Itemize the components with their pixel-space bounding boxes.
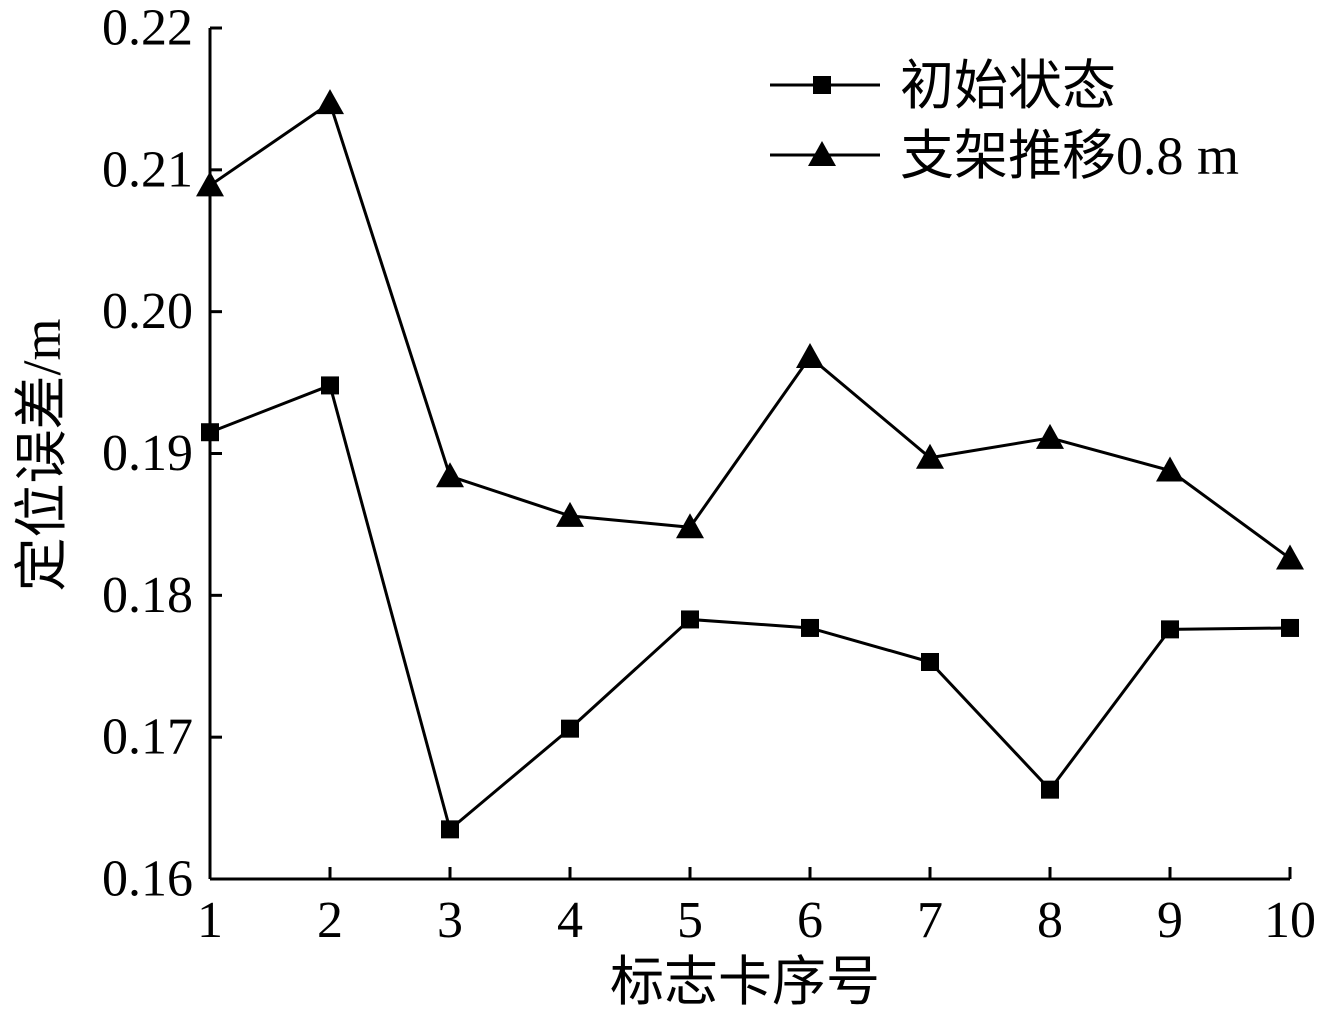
series-1-point-4 [561,719,579,738]
x-tick-label: 3 [437,892,463,949]
series-2-point-4 [556,501,584,527]
y-tick-label: 0.18 [102,567,193,624]
x-tick-label: 4 [557,892,583,949]
x-tick-label: 7 [917,892,943,949]
y-tick-label: 0.16 [102,851,193,908]
series-1 [201,376,1299,839]
y-tick-label: 0.19 [102,425,193,482]
y-tick-label: 0.21 [102,141,193,198]
series-1-point-10 [1281,618,1299,637]
x-tick-label: 1 [197,892,223,949]
series-1-point-5 [681,610,699,629]
series-2-point-1 [196,171,224,197]
series-1-point-8 [1041,780,1059,799]
legend-entry-advance: 支架推移0.8 m [770,126,1239,186]
y-tick-label: 0.20 [102,283,193,340]
legend-triangle-marker [808,141,836,166]
x-tick-label: 5 [677,892,703,949]
legend-label-initial: 初始状态 [900,56,1116,116]
series-2-point-8 [1036,423,1064,449]
series-2-point-6 [796,343,824,369]
legend: 初始状态 支架推移0.8 m [770,56,1239,186]
series-2-point-9 [1156,456,1184,482]
series-2-point-2 [316,89,344,115]
series-1-point-9 [1161,620,1179,639]
y-tick-label: 0.22 [102,0,193,57]
legend-entry-initial: 初始状态 [770,56,1116,116]
series-1-line [209,383,1291,833]
series-2-point-7 [916,443,944,469]
y-tick-label: 0.17 [102,709,193,766]
series-2-point-5 [676,513,704,539]
x-axis-title: 标志卡序号 [610,952,880,1012]
series-1-point-2 [321,376,339,395]
x-tick-label: 6 [797,892,823,949]
series-2-point-10 [1276,544,1304,570]
x-ticks: 1 2 3 4 5 6 7 8 9 10 [197,867,1316,949]
x-tick-label: 2 [317,892,343,949]
series-2-point-3 [436,462,464,488]
series-2 [196,89,1304,570]
series-1-point-3 [441,820,459,839]
series-1-point-1 [201,423,219,442]
legend-label-advance: 支架推移0.8 m [900,126,1239,186]
series-1-point-7 [921,652,939,671]
plot-area [196,89,1304,839]
legend-square-marker [813,76,831,94]
series-2-line [209,100,1291,560]
y-ticks: 0.16 0.17 0.18 0.19 0.20 0.21 0.22 [102,0,222,908]
y-axis-title: 定位误差/m [12,318,72,591]
x-tick-label: 10 [1264,892,1316,949]
series-1-point-6 [801,618,819,637]
x-tick-label: 9 [1157,892,1183,949]
x-tick-label: 8 [1037,892,1063,949]
